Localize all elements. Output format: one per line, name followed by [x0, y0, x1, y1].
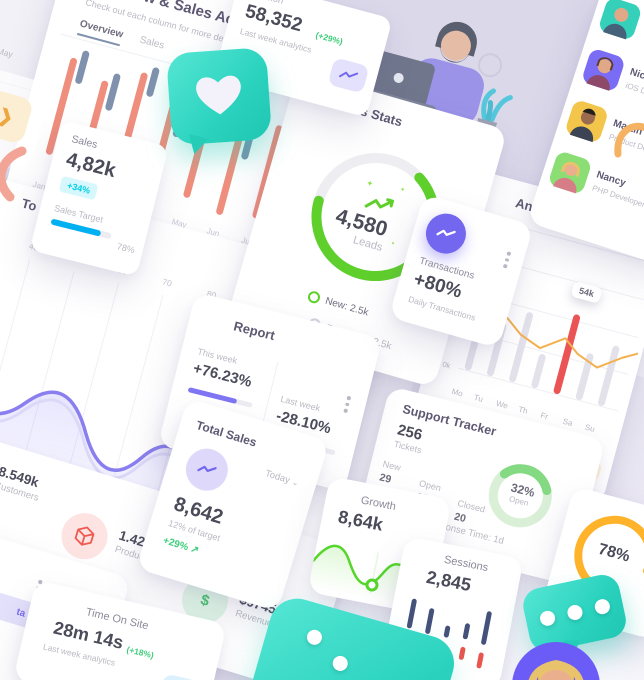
team-row[interactable]: Nicole iOS Developer — [578, 47, 644, 134]
target-track — [50, 218, 113, 240]
transactions-icon — [421, 208, 471, 259]
svg-text:✦: ✦ — [399, 186, 406, 194]
candle-down — [476, 652, 485, 669]
kebab-menu-icon[interactable] — [343, 395, 351, 413]
device-dot — [305, 628, 324, 647]
device-dot — [330, 654, 350, 673]
faded-month-label: May — [0, 45, 14, 60]
card-title: Report — [232, 318, 277, 344]
support-tracker-card: Support Tracker 256 Tickets New 29 Open … — [353, 386, 606, 586]
total-sales-icon — [180, 443, 234, 496]
avatar — [566, 101, 607, 143]
chevron-down-icon: ⌄ — [290, 477, 300, 488]
team-list-card: Nicole iOS Developer Martin Product Desi… — [526, 0, 644, 269]
avatar — [583, 49, 624, 91]
card-title: Total Sales — [194, 417, 259, 450]
session-delta: (+29%) — [314, 29, 344, 47]
chart-bar-target — [145, 66, 160, 98]
sessions-value: 2,845 — [424, 566, 473, 596]
avatar-photo — [512, 642, 600, 680]
card-title: Growth — [359, 494, 397, 514]
heart-icon — [196, 75, 241, 115]
this-week-value: +76.23% — [191, 359, 254, 391]
candle-up — [424, 607, 435, 635]
tab-sales[interactable]: Sales — [138, 34, 166, 52]
growth-value: 8,64k — [336, 506, 385, 535]
avatar — [549, 152, 591, 194]
analytics-card: Analytics 100k 75k 50k 25k 0k 54k — [402, 170, 644, 504]
team-row[interactable] — [594, 0, 644, 83]
arrow-up-icon: ↗ — [189, 543, 201, 557]
card-title: Sales — [70, 133, 99, 152]
sales-badge: +34% — [58, 175, 99, 201]
candle-down — [458, 646, 466, 661]
products-icon — [55, 507, 114, 565]
team-row[interactable]: Martin Product Designer — [561, 99, 644, 186]
growth-dot — [365, 578, 379, 592]
chart-bar-target — [74, 50, 90, 85]
clock-icon-tile — [157, 673, 200, 680]
chevron-right-icon: ❯ — [0, 104, 16, 128]
session-chart-icon — [327, 57, 370, 94]
salmon-squiggle-left — [0, 146, 27, 202]
spark-line-icon — [338, 71, 359, 78]
session-card: Session 58,352 (+29%) Last week analytic… — [213, 0, 393, 118]
stats-strip-card: 8.549k Customers 1.423k Products $ $9745… — [0, 424, 352, 680]
legend-new: New: 2.5k — [306, 289, 370, 319]
analytics-line-overlay — [471, 312, 639, 369]
total-sales-delta: +29% ↗ — [161, 535, 201, 557]
candle-up — [443, 625, 451, 638]
analytics-chart: 100k 75k 50k 25k 0k 54k — [429, 210, 644, 425]
time-delta: (+18%) — [125, 644, 155, 661]
chart-bar-target — [104, 72, 121, 112]
team-row[interactable]: Nancy PHP Developer — [544, 150, 644, 237]
chat-dot — [566, 603, 584, 622]
decor-circle-icon — [478, 53, 503, 78]
avatar — [599, 0, 641, 40]
total-sales-card: Total Sales Today ⌄ 8,642 12% of target … — [135, 398, 330, 612]
open-donut-chart — [488, 464, 552, 528]
legend-dot-new — [306, 289, 322, 305]
candle-up — [406, 598, 418, 629]
heart-bubble-illustration — [166, 47, 273, 157]
candle-up — [462, 622, 471, 640]
candle-up — [480, 610, 493, 646]
member-role: iOS Developer — [624, 80, 644, 106]
transactions-card: Transactions +80% Daily Transactions — [388, 194, 534, 349]
member-role: PHP Developer — [591, 183, 644, 210]
customers-stat: 8.549k Customers — [0, 463, 41, 504]
svg-text:$: $ — [198, 591, 212, 610]
period-dropdown[interactable]: Today ⌄ — [263, 468, 300, 488]
kebab-menu-icon[interactable] — [502, 251, 511, 269]
dollar-icon: $ — [198, 591, 212, 610]
support-col-new: New 29 — [378, 458, 402, 486]
spark-line-icon — [436, 229, 456, 236]
spark-line-icon — [197, 465, 217, 472]
chat-dot — [538, 609, 557, 628]
orange-squiggle-right — [614, 122, 644, 158]
chat-dot — [593, 597, 612, 616]
revenue-icon: $ — [176, 571, 234, 629]
tab-overview[interactable]: Overview — [76, 18, 125, 47]
target-pct: 78% — [115, 241, 136, 256]
cube-icon — [74, 526, 95, 546]
svg-text:✦: ✦ — [365, 178, 374, 189]
svg-text:✦: ✦ — [390, 240, 396, 247]
